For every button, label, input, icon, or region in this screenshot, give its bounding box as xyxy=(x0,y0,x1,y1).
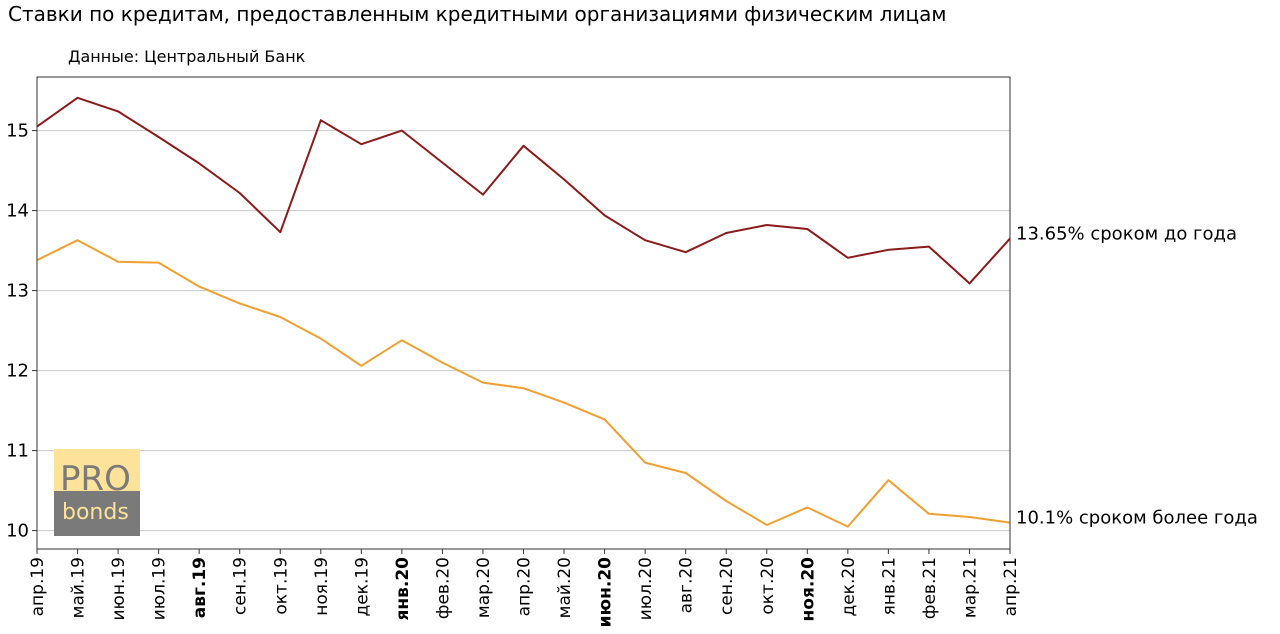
x-tick-label: ноя.20 xyxy=(798,557,818,622)
x-tick-label: ноя.19 xyxy=(312,557,332,616)
x-tick-label: янв.21 xyxy=(879,557,899,615)
y-axis: 10 11 12 13 14 15 xyxy=(6,121,37,542)
x-tick-label: мар.20 xyxy=(474,557,494,618)
series-line-1 xyxy=(36,239,1011,528)
x-tick-label: июн.19 xyxy=(109,557,129,621)
series-line-0 xyxy=(36,96,1011,285)
plot-frame xyxy=(36,76,1011,550)
grid-lines xyxy=(37,130,1010,532)
y-tick-label-11: 11 xyxy=(6,441,29,462)
x-tick-label: мар.21 xyxy=(960,557,980,618)
probonds-logo: PRO bonds xyxy=(54,449,140,536)
x-tick-label: фев.20 xyxy=(433,557,453,619)
x-tick-label: июл.20 xyxy=(636,557,656,620)
x-tick-label: апр.20 xyxy=(515,557,535,616)
x-tick-label: дек.20 xyxy=(839,557,859,617)
series-end-label-1: 10.1% сроком более года xyxy=(1016,508,1258,529)
x-tick-label: апр.21 xyxy=(1001,557,1021,616)
x-tick-label: май.20 xyxy=(555,557,575,618)
series-end-labels: 13.65% сроком до года 10.1% сроком более … xyxy=(1016,224,1258,529)
series-end-label-0: 13.65% сроком до года xyxy=(1016,224,1237,245)
x-tick-label: июл.19 xyxy=(150,557,170,620)
x-tick-label: фев.21 xyxy=(920,557,940,619)
logo-text-bonds: bonds xyxy=(62,500,129,525)
x-tick-label: янв.20 xyxy=(393,557,413,621)
x-tick-label: окт.20 xyxy=(758,557,778,615)
x-tick-label: май.19 xyxy=(69,557,89,618)
chart-subtitle: Данные: Центральный Банк xyxy=(68,47,306,66)
y-tick-label-12: 12 xyxy=(6,361,29,382)
y-tick-label-15: 15 xyxy=(6,121,29,142)
x-tick-label: дек.19 xyxy=(352,557,372,617)
x-tick-label: авг.20 xyxy=(677,557,697,613)
y-tick-label-13: 13 xyxy=(6,281,29,302)
series-lines xyxy=(36,96,1011,528)
x-tick-label: окт.19 xyxy=(271,557,291,615)
chart-title: Ставки по кредитам, предоставленным кред… xyxy=(8,2,947,26)
x-tick-label: сен.19 xyxy=(231,557,251,615)
x-tick-label: сен.20 xyxy=(717,557,737,615)
x-axis: апр.19 май.19 июн.19 июл.19 авг.19 сен.19 окт.… xyxy=(28,549,1021,627)
y-tick-label-10: 10 xyxy=(6,521,29,542)
x-tick-label: июн.20 xyxy=(596,557,616,627)
x-tick-label: авг.19 xyxy=(190,557,210,618)
logo-text-pro: PRO xyxy=(60,459,131,499)
x-tick-label: апр.19 xyxy=(28,557,48,616)
y-tick-label-14: 14 xyxy=(6,201,29,222)
